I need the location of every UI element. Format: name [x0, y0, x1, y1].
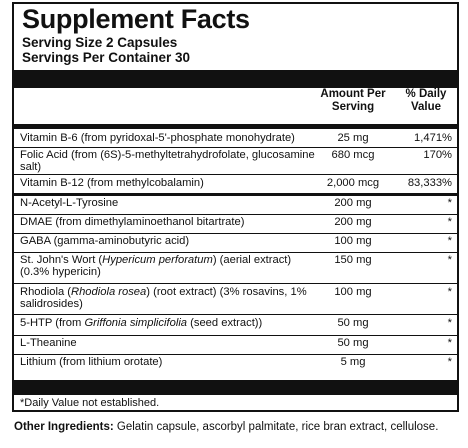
header-divider-bar [14, 124, 457, 129]
nutrient-amount: 50 mg [337, 337, 369, 349]
nutrient-daily-value: * [447, 197, 452, 209]
nutrient-name-part: Rhodiola ( [20, 286, 71, 298]
nutrient-name: DMAE (from dimethylaminoethanol bitartra… [20, 216, 245, 228]
top-thick-bar [14, 70, 457, 88]
nutrient-daily-value: * [447, 356, 452, 368]
row-divider [14, 283, 457, 284]
nutrient-amount: 5 mg [340, 356, 366, 368]
nutrient-daily-value: 170% [423, 149, 452, 161]
nutrient-daily-value: * [447, 317, 452, 329]
nutrient-amount: 200 mg [334, 216, 372, 228]
nutrient-amount: 200 mg [334, 197, 372, 209]
other-ingredients-text: Gelatin capsule, ascorbyl palmitate, ric… [113, 421, 439, 433]
nutrient-amount: 680 mcg [331, 149, 375, 161]
other-ingredients-label: Other Ingredients: [14, 421, 114, 433]
supplement-facts-panel: Supplement Facts Serving Size 2 Capsules… [12, 2, 459, 412]
nutrient-name: Lithium (from lithium orotate) [20, 356, 163, 368]
row-divider [14, 314, 457, 315]
servings-per-container: Servings Per Container 30 [22, 50, 191, 65]
nutrient-name: Rhodiola (Rhodiola rosea) (root extract)… [20, 286, 316, 310]
nutrient-name-part: St. John's Wort ( [20, 254, 103, 266]
nutrient-name: St. John's Wort (Hypericum perforatum) (… [20, 254, 316, 278]
daily-value-header: % Daily Value [405, 88, 447, 113]
nutrient-name: Vitamin B-12 (from methylcobalamin) [20, 177, 204, 189]
nutrient-daily-value: 1,471% [414, 132, 452, 144]
nutrient-name: GABA (gamma-aminobutyric acid) [20, 235, 190, 247]
nutrient-daily-value: * [447, 337, 452, 349]
nutrient-latin-name: Rhodiola rosea [71, 286, 147, 298]
row-divider [14, 233, 457, 234]
nutrient-latin-name: Griffonia simplicifolia [84, 317, 188, 329]
nutrient-name: N-Acetyl-L-Tyrosine [20, 197, 119, 209]
row-divider [14, 147, 457, 148]
amount-per-serving-header: Amount Per Serving [320, 88, 386, 113]
nutrient-daily-value: 83,333% [407, 177, 452, 189]
nutrient-name: Folic Acid (from (6S)-5-methyltetrahydro… [20, 149, 315, 173]
nutrient-amount: 100 mg [334, 235, 372, 247]
row-divider [14, 174, 457, 175]
nutrient-daily-value: * [447, 216, 452, 228]
nutrient-name-part: ) (root extract) (3% rosavins, 1% salidr… [20, 286, 307, 310]
row-divider [14, 214, 457, 215]
nutrient-amount: 2,000 mcg [326, 177, 380, 189]
nutrient-name: 5-HTP (from Griffonia simplicifolia (see… [20, 317, 316, 329]
row-divider [14, 193, 457, 196]
row-divider [14, 252, 457, 253]
serving-size: Serving Size 2 Capsules [22, 35, 178, 50]
nutrient-daily-value: * [447, 235, 452, 247]
other-ingredients: Other Ingredients: Gelatin capsule, asco… [14, 421, 438, 433]
nutrient-daily-value: * [447, 286, 452, 298]
nutrient-name-part: ) (aerial extract) (0.3% hypericin) [20, 254, 292, 278]
nutrient-amount: 25 mg [337, 132, 369, 144]
bottom-thick-bar [14, 380, 457, 395]
nutrient-name: Vitamin B-6 (from pyridoxal-5'-phosphate… [20, 132, 295, 144]
panel-title: Supplement Facts [22, 4, 250, 34]
row-divider [14, 354, 457, 355]
nutrient-daily-value: * [447, 254, 452, 266]
nutrient-name: L-Theanine [20, 337, 77, 349]
row-divider [14, 335, 457, 336]
nutrient-amount: 50 mg [337, 317, 369, 329]
nutrient-name-part: (seed extract)) [187, 317, 263, 329]
nutrient-latin-name: Hypericum perforatum [102, 254, 213, 266]
nutrient-name-part: 5-HTP (from [20, 317, 85, 329]
footnote: *Daily Value not established. [20, 397, 160, 409]
nutrient-amount: 150 mg [334, 254, 372, 266]
nutrient-amount: 100 mg [334, 286, 372, 298]
